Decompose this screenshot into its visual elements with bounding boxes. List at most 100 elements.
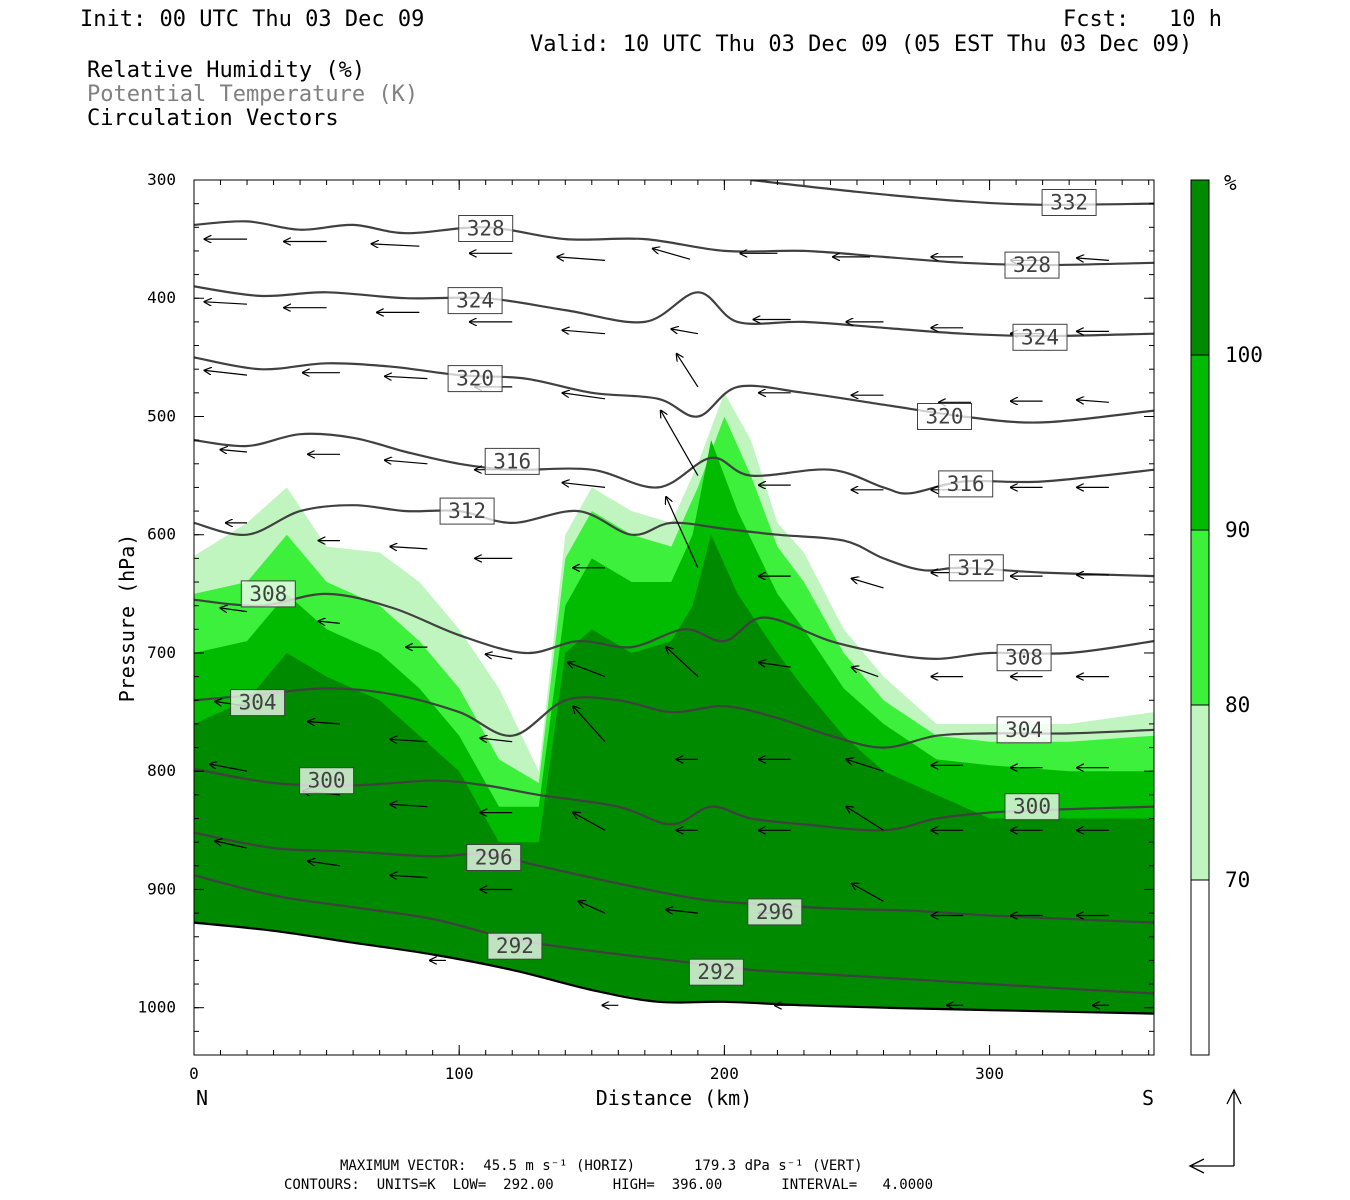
svg-text:308: 308 bbox=[1005, 646, 1043, 670]
circulation-vector bbox=[390, 739, 428, 741]
colorbar-unit: % bbox=[1224, 171, 1237, 195]
circulation-vector bbox=[390, 804, 428, 806]
y-tick-label: 900 bbox=[147, 879, 176, 898]
y-tick-label: 800 bbox=[147, 761, 176, 780]
svg-text:328: 328 bbox=[467, 217, 505, 241]
circulation-vector bbox=[308, 861, 340, 867]
circulation-vector bbox=[1077, 258, 1109, 260]
init-time: Init: 00 UTC Thu 03 Dec 09 bbox=[80, 7, 425, 32]
circulation-vector bbox=[573, 706, 606, 743]
contour-label-300: 300 bbox=[299, 767, 355, 795]
circulation-vector bbox=[677, 354, 699, 388]
circulation-vector bbox=[205, 302, 248, 304]
theta-contour-316 bbox=[194, 432, 1154, 495]
circulation-vector bbox=[563, 483, 606, 488]
contour-label-292: 292 bbox=[688, 958, 744, 986]
contour-label-332: 332 bbox=[1041, 189, 1097, 216]
contour-label-328: 328 bbox=[1004, 251, 1060, 279]
surface-pressure-line bbox=[194, 921, 1154, 1015]
legend-relative-humidity: Relative Humidity (%) bbox=[87, 58, 366, 83]
circulation-vector bbox=[385, 460, 428, 464]
contour-label-308: 308 bbox=[240, 580, 296, 608]
circulation-vector bbox=[390, 875, 428, 877]
circulation-vector bbox=[846, 807, 884, 831]
svg-text:324: 324 bbox=[456, 289, 494, 313]
svg-text:312: 312 bbox=[957, 556, 995, 580]
circulation-vector bbox=[579, 901, 606, 914]
contour-label-300: 300 bbox=[1004, 793, 1060, 821]
contour-label-316: 316 bbox=[484, 447, 540, 475]
south-label: S bbox=[1142, 1086, 1154, 1110]
circulation-vector bbox=[759, 662, 791, 668]
svg-text:304: 304 bbox=[239, 691, 277, 715]
circulation-vector bbox=[661, 411, 699, 476]
contour-label-layer: 292 292 296 296 300 300 304 304 308 308 312 312 316 3… bbox=[230, 189, 1097, 986]
circulation-vector bbox=[205, 370, 248, 376]
contour-label-308: 308 bbox=[996, 644, 1052, 672]
max-vector-info: MAXIMUM VECTOR: 45.5 m s⁻¹ (HORIZ) 179.3… bbox=[340, 1158, 863, 1174]
circulation-vector bbox=[573, 813, 606, 831]
contour-info: CONTOURS: UNITS=K LOW= 292.00 HIGH= 396.… bbox=[284, 1177, 934, 1193]
svg-text:300: 300 bbox=[1013, 795, 1051, 819]
theta-contour-312 bbox=[194, 504, 1154, 578]
theta-contour-324 bbox=[194, 285, 1154, 338]
circulation-vector bbox=[852, 667, 879, 678]
y-tick-label: 500 bbox=[147, 406, 176, 425]
valid-time: Valid: 10 UTC Thu 03 Dec 09 (05 EST Thu … bbox=[530, 32, 1193, 57]
contour-label-304: 304 bbox=[230, 689, 286, 717]
colorbar-segment bbox=[1191, 530, 1209, 705]
reference-vector-icon bbox=[1188, 1088, 1242, 1174]
colorbar-segment bbox=[1191, 880, 1209, 1055]
contour-label-292: 292 bbox=[487, 932, 543, 960]
svg-text:316: 316 bbox=[493, 449, 531, 473]
theta-contour-308 bbox=[194, 592, 1154, 661]
circulation-vector bbox=[666, 497, 699, 569]
colorbar-label: 100 bbox=[1225, 343, 1263, 367]
colorbar-label: 80 bbox=[1225, 693, 1250, 717]
theta-contour-292 bbox=[194, 874, 1154, 995]
svg-text:292: 292 bbox=[697, 960, 735, 984]
circulation-vector bbox=[390, 547, 428, 549]
rh-region-100 bbox=[194, 534, 1154, 1055]
axes-layer: 300 400 500 600 700 800 900 1000 0 100 200 300 N S Dis… bbox=[115, 170, 1154, 1110]
contour-label-296: 296 bbox=[747, 898, 803, 926]
x-tick-label: 300 bbox=[975, 1064, 1004, 1083]
circulation-vector bbox=[666, 910, 698, 914]
svg-text:312: 312 bbox=[448, 499, 486, 523]
legend-circulation-vectors: Circulation Vectors bbox=[87, 106, 339, 131]
x-tick-label: 200 bbox=[710, 1064, 739, 1083]
contour-label-312: 312 bbox=[439, 497, 495, 525]
svg-text:328: 328 bbox=[1013, 253, 1051, 277]
theta-contour-328 bbox=[194, 220, 1154, 267]
legend-potential-temperature: Potential Temperature (K) bbox=[87, 82, 419, 107]
circulation-vector bbox=[221, 608, 248, 612]
circulation-vector bbox=[221, 450, 248, 452]
y-tick-label: 600 bbox=[147, 525, 176, 544]
rh-fill-layer bbox=[194, 392, 1154, 1055]
theta-contour-300 bbox=[194, 767, 1154, 832]
colorbar-segment bbox=[1191, 180, 1209, 355]
x-tick-label: 100 bbox=[445, 1064, 474, 1083]
svg-text:320: 320 bbox=[456, 367, 494, 391]
circulation-vector bbox=[385, 376, 428, 378]
forecast-hour: Fcst: 10 h bbox=[1063, 7, 1222, 32]
north-label: N bbox=[196, 1086, 208, 1110]
circulation-vector bbox=[557, 257, 606, 261]
svg-text:324: 324 bbox=[1021, 325, 1059, 349]
contour-label-304: 304 bbox=[996, 716, 1052, 744]
contour-label-320: 320 bbox=[447, 365, 503, 393]
circulation-vector bbox=[480, 738, 513, 742]
contour-label-324: 324 bbox=[447, 287, 503, 315]
circulation-vector bbox=[210, 764, 248, 772]
colorbar-segment bbox=[1191, 705, 1209, 880]
colorbar-label: 90 bbox=[1225, 518, 1250, 542]
colorbar: 100 90 80 70% bbox=[1190, 171, 1263, 1056]
y-tick-label: 1000 bbox=[137, 998, 176, 1017]
contour-label-296: 296 bbox=[466, 844, 522, 871]
y-tick-label: 700 bbox=[147, 643, 176, 662]
circulation-vector bbox=[846, 759, 884, 772]
svg-text:292: 292 bbox=[496, 934, 534, 958]
contour-label-328: 328 bbox=[458, 215, 514, 242]
circulation-vector bbox=[1077, 400, 1109, 402]
